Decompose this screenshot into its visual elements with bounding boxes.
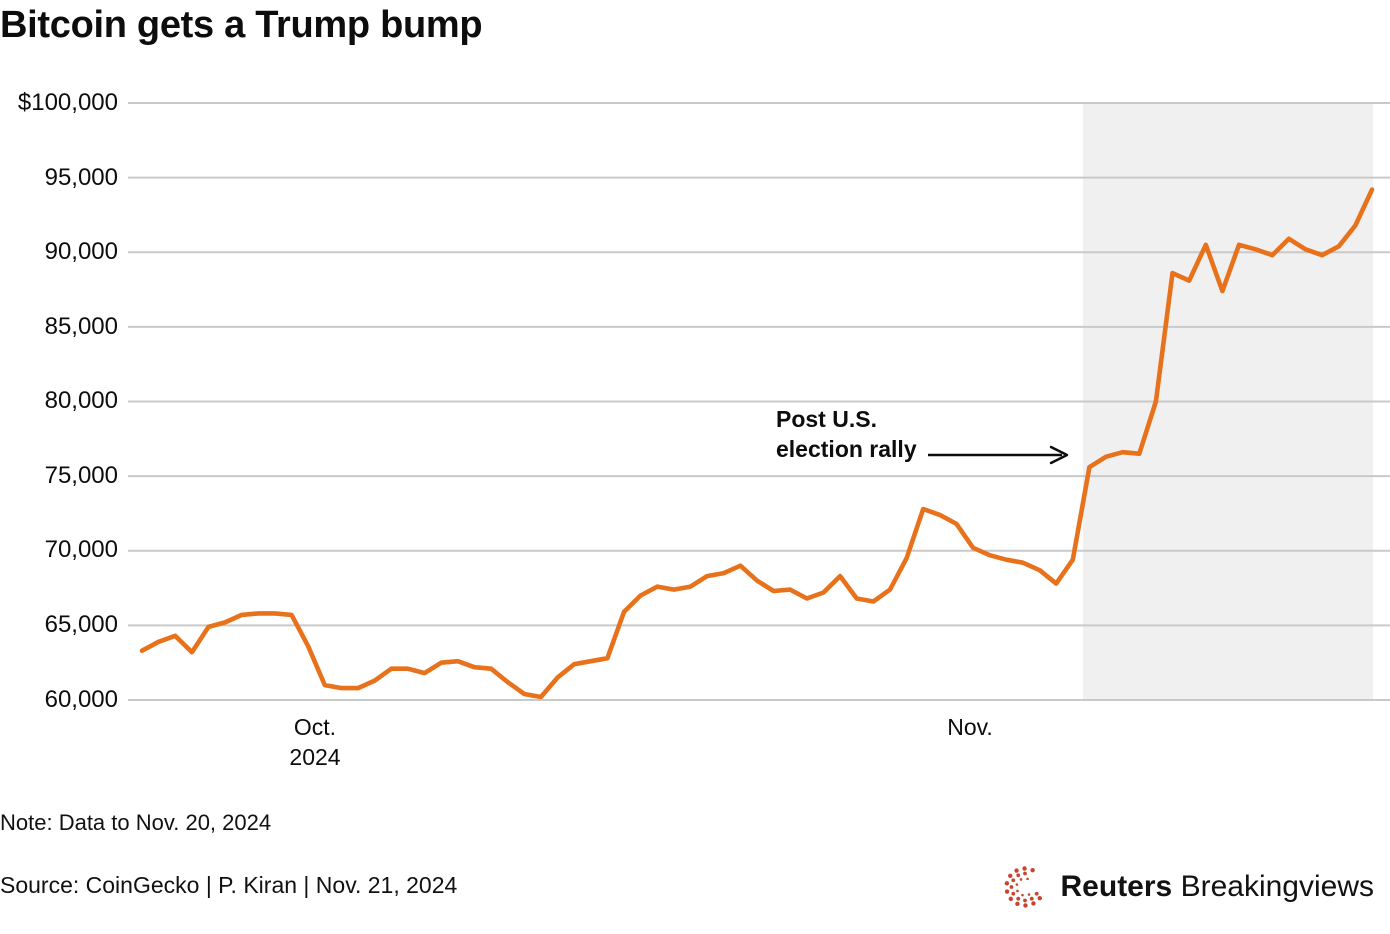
y-tick-label-65000: 65,000 bbox=[44, 611, 118, 638]
data-line-bitcoin-price bbox=[139, 187, 1375, 700]
reuters-dots-icon bbox=[1004, 866, 1042, 908]
y-tick-label-90000: 90,000 bbox=[44, 238, 118, 265]
y-tick-label-85000: 85,000 bbox=[44, 313, 118, 340]
arrow-right-icon bbox=[928, 445, 1069, 465]
y-tick-label-100000: $100,000 bbox=[17, 89, 118, 116]
y-tick-label-70000: 70,000 bbox=[44, 536, 118, 563]
gridlines bbox=[128, 102, 1390, 701]
chart-source: Source: CoinGecko | P. Kiran | Nov. 21, … bbox=[0, 872, 458, 898]
logo-brand: Reuters bbox=[1060, 870, 1173, 903]
y-tick-label-95000: 95,000 bbox=[44, 164, 118, 191]
annotation-label: Post U.S. election rally bbox=[776, 406, 917, 462]
chart-note: Note: Data to Nov. 20, 2024 bbox=[0, 810, 272, 835]
reuters-breakingviews-logo: Reuters Breakingviews bbox=[1000, 862, 1374, 912]
x-tick-label-nov: Nov. bbox=[947, 714, 993, 740]
y-tick-label-60000: 60,000 bbox=[44, 686, 118, 713]
x-tick-label-oct: Oct. 2024 bbox=[289, 714, 341, 770]
logo-product: Breakingviews bbox=[1172, 870, 1374, 903]
page-title: Bitcoin gets a Trump bump bbox=[0, 4, 483, 46]
logo-wordmark: Reuters Breakingviews bbox=[1061, 872, 1374, 902]
y-tick-label-80000: 80,000 bbox=[44, 387, 118, 414]
y-tick-label-75000: 75,000 bbox=[44, 462, 118, 489]
